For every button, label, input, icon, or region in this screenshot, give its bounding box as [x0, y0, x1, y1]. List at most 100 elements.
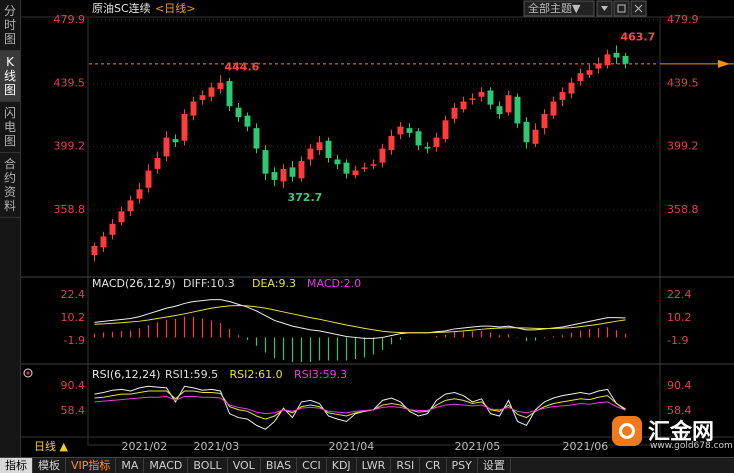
toolbar-item[interactable]: MACD [144, 458, 189, 473]
candle-body [334, 159, 341, 165]
watermark-name: 汇金网 [648, 420, 715, 445]
y-tick-label: 58.4 [61, 404, 86, 417]
icon-button[interactable] [613, 0, 630, 17]
candle-body [271, 172, 278, 180]
toolbar-item[interactable]: VOL [228, 458, 261, 473]
candle-body [289, 167, 296, 177]
candle-body [190, 101, 197, 116]
toolbar: 指标 模板 VIP指标 MA MACD BOLL VOL BIAS CCI KDJ LWR RSI CR… [0, 457, 734, 473]
y-tick-label: -1.9 [667, 334, 688, 347]
candle-body [442, 120, 449, 140]
period: <日线> [155, 1, 195, 15]
x-tick-label: 2021/05 [455, 440, 501, 453]
toolbar-item[interactable]: 模板 [33, 458, 66, 473]
candle-body [397, 126, 404, 135]
candle-body [595, 63, 602, 69]
y-tick-label: 22.4 [61, 288, 86, 301]
candle-body [568, 82, 575, 94]
x-tick-label: 2021/02 [122, 440, 168, 453]
candle-body [235, 107, 242, 118]
line-series [94, 305, 626, 334]
chart: 原油SC连续 <日线> 全部主题▼ 日线 ▲ 479.9 479.9 439.5 43… [21, 0, 734, 453]
candle-body [622, 55, 629, 64]
candle-body [307, 148, 314, 160]
candle-body [181, 114, 188, 141]
annotation: 463.7 [621, 30, 656, 43]
annotation: 444.6 [225, 60, 260, 73]
toolbar-item[interactable]: VIP指标 [66, 458, 117, 473]
candle-body [199, 95, 206, 100]
y-tick-label: 358.8 [667, 203, 699, 216]
line-series [94, 390, 626, 420]
toolbar-item[interactable]: MA [116, 458, 145, 473]
y-tick-label: 358.8 [54, 203, 86, 216]
side-tab[interactable]: 合约资料 [0, 153, 20, 218]
theme-button-label: 全部主题▼ [528, 1, 581, 15]
candle-body [208, 87, 215, 97]
candle-body [559, 92, 566, 100]
toolbar-item[interactable]: LWR [357, 458, 392, 473]
period-switch[interactable]: 日线 ▲ [34, 439, 68, 453]
side-tab[interactable]: K线图 [0, 51, 20, 102]
toolbar-item[interactable]: BOLL [188, 458, 228, 473]
y-tick-label: 479.9 [54, 13, 86, 26]
candle-body [298, 161, 305, 179]
candle-body [514, 96, 521, 124]
x-tick-label: 2021/04 [329, 440, 375, 453]
last-price-marker [718, 59, 730, 68]
candle-body [145, 170, 152, 188]
candle-body [352, 170, 359, 176]
y-tick-label: 10.2 [61, 311, 86, 324]
panel-stat: MACD:2.0 [307, 277, 361, 290]
y-tick-label: 90.4 [667, 379, 692, 392]
watermark-logo [612, 416, 642, 446]
candle-body [244, 115, 251, 127]
icon [601, 6, 608, 11]
candle-body [487, 90, 494, 105]
candle-body [604, 54, 611, 66]
candle-body [136, 189, 143, 199]
settings-icon[interactable] [23, 368, 33, 378]
candle-body [613, 52, 620, 58]
toolbar-item[interactable]: PSY [447, 458, 478, 473]
annotation: 372.7 [288, 191, 323, 204]
line-series [94, 395, 626, 415]
toolbar-item[interactable]: RSI [391, 458, 421, 473]
toolbar-item[interactable]: CCI [297, 458, 327, 473]
y-tick-label: 439.5 [54, 76, 86, 89]
panel-stat: RSI1:59.5 [165, 368, 218, 381]
panel-stat: RSI3:59.3 [294, 368, 347, 381]
candle-body [361, 167, 368, 169]
candle-body [154, 157, 161, 169]
candle-body [433, 137, 440, 147]
candle-body [406, 128, 413, 133]
y-tick-label: 90.4 [61, 379, 86, 392]
panel-stat: RSI2:61.0 [230, 368, 283, 381]
icon [617, 4, 626, 13]
side-tab[interactable]: 闪电图 [0, 102, 20, 153]
candle-body [127, 200, 134, 212]
candle-body [163, 137, 170, 157]
toolbar-item[interactable]: 指标 [0, 458, 33, 473]
candle-body [91, 245, 98, 256]
y-tick-label: 10.2 [667, 311, 692, 324]
toolbar-item[interactable]: KDJ [327, 458, 357, 473]
candle-body [586, 70, 593, 75]
side-tab[interactable]: 分时图 [0, 0, 20, 51]
sidebar: 分时图 K线图 闪电图 合约资料 [0, 0, 21, 457]
theme-button[interactable] [523, 0, 595, 17]
y-tick-label: 399.2 [54, 140, 86, 153]
candle-body [469, 98, 476, 100]
panel-label: MACD(26,12,9) [92, 277, 176, 290]
watermark: 汇金网 www.gold678.com [608, 412, 733, 452]
toolbar-item[interactable]: BIAS [261, 458, 298, 473]
candle-body [478, 92, 485, 97]
toolbar-item[interactable]: 设置 [478, 458, 511, 473]
candle-body [460, 101, 467, 110]
candle-body [217, 82, 224, 89]
y-tick-label: 58.4 [667, 404, 692, 417]
candle-body [532, 129, 539, 144]
candle-body [343, 162, 350, 174]
toolbar-item[interactable]: CR [420, 458, 447, 473]
